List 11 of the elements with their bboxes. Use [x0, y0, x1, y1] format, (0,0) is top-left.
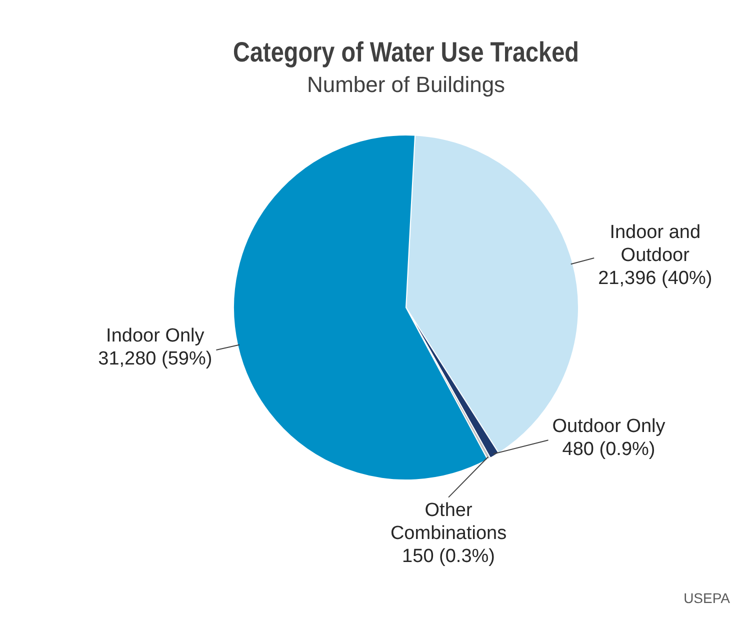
slice-label: Outdoor Only [552, 416, 666, 437]
data-label: 31,280 (59%) [98, 348, 212, 370]
data-label: 21,396 (40%) [598, 268, 712, 290]
chart-subtitle: Number of Buildings [306, 72, 506, 97]
data-label: 150 (0.3%) [402, 546, 496, 568]
slice-label: Indoor Only [106, 326, 205, 347]
text: USEPA [684, 590, 731, 606]
slice-label: Other Combinations [390, 500, 507, 544]
data-label: 480 (0.9%) [562, 438, 656, 460]
slice-label: Indoor and Outdoor [610, 222, 701, 266]
chart-title: Category of Water Use Tracked [233, 38, 579, 68]
